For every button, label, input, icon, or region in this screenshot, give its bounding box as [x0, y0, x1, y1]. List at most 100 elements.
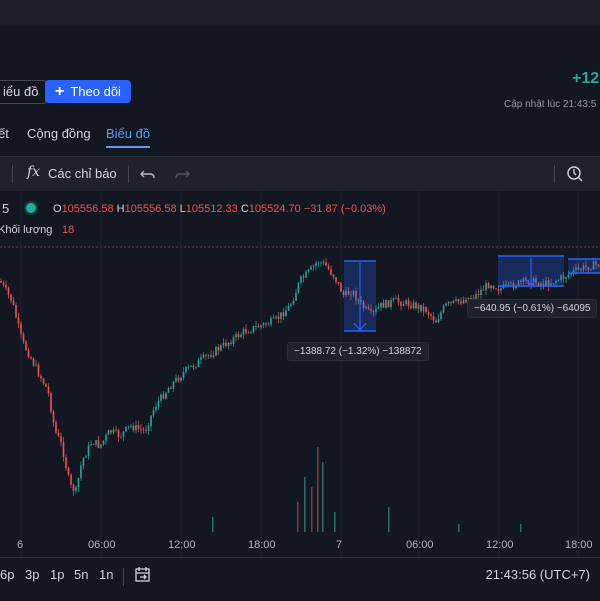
candle-body — [260, 325, 262, 328]
candle-body — [52, 411, 55, 423]
candle-body — [12, 300, 15, 305]
toolbar-divider — [12, 165, 13, 183]
candle-body — [142, 429, 145, 431]
candle-body — [535, 278, 537, 283]
candle-body — [32, 358, 35, 366]
candle-body — [285, 310, 287, 317]
candle-body — [317, 262, 320, 264]
candle-body — [15, 304, 17, 318]
volume-bar — [334, 512, 336, 532]
price-chart[interactable] — [0, 191, 600, 557]
candle-body — [195, 366, 197, 368]
candle-body — [235, 333, 237, 338]
candle-body — [237, 333, 240, 338]
alert-icon[interactable] — [566, 165, 584, 183]
x-axis-label: 06:00 — [406, 539, 434, 551]
candle-body — [275, 316, 277, 318]
candle-body — [227, 342, 230, 346]
tab-details[interactable]: ết — [0, 126, 9, 141]
candle-body — [472, 298, 475, 300]
indicators-button[interactable]: Các chỉ báo — [48, 166, 117, 181]
timeframe-1p[interactable]: 1p — [50, 567, 65, 582]
candle-body — [387, 300, 390, 308]
candle-body — [212, 355, 215, 357]
candle-body — [372, 311, 375, 313]
candle-body — [432, 316, 435, 321]
candle-body — [150, 415, 152, 427]
visibility-dot-icon[interactable] — [26, 203, 36, 213]
timeframe-5n[interactable]: 5n — [74, 567, 89, 582]
candle-body — [242, 329, 245, 335]
candle-body — [402, 304, 405, 306]
candle-body — [500, 288, 502, 291]
timeframe-3p[interactable]: 3p — [25, 567, 40, 582]
candle-body — [330, 269, 332, 275]
candle-body — [120, 436, 122, 438]
candle-body — [80, 465, 82, 479]
candle-body — [310, 266, 312, 270]
candle-body — [92, 444, 95, 446]
x-axis-label: 7 — [336, 539, 343, 551]
candle-body — [572, 270, 575, 274]
follow-label: Theo dõi — [70, 84, 121, 99]
undo-icon[interactable] — [140, 166, 156, 182]
candle-body — [445, 303, 447, 306]
redo-icon[interactable] — [174, 166, 190, 182]
candle-body — [117, 430, 120, 438]
candle-body — [452, 300, 455, 303]
candle-body — [440, 312, 442, 320]
follow-button[interactable]: + Theo dõi — [45, 80, 131, 103]
volume-value: 18 — [62, 224, 75, 236]
candle-body — [562, 275, 565, 279]
candle-body — [395, 297, 397, 299]
candle-body — [245, 329, 247, 333]
candle-body — [262, 323, 265, 326]
volume-bar — [297, 502, 299, 532]
candle-body — [537, 282, 540, 287]
candle-body — [100, 444, 102, 448]
candle-body — [552, 283, 555, 285]
candle-body — [90, 444, 92, 446]
clock: 21:43:56 (UTC+7) — [485, 567, 590, 582]
candle-body — [410, 305, 412, 309]
tab-community[interactable]: Cộng đồng — [27, 126, 91, 141]
candle-body — [172, 381, 175, 389]
candle-body — [595, 261, 597, 265]
candle-body — [367, 306, 370, 310]
candle-body — [577, 267, 580, 270]
tab-chart[interactable]: Biểu đồ — [106, 126, 151, 141]
chart-view-button[interactable]: iểu đồ — [0, 80, 48, 104]
timeframe-6p[interactable]: 6p — [0, 567, 15, 582]
candle-body — [470, 298, 472, 299]
candle-body — [255, 326, 257, 327]
candle-body — [450, 302, 452, 303]
timeframe-1n[interactable]: 1n — [99, 567, 114, 582]
candle-body — [430, 314, 432, 317]
candle-body — [425, 307, 427, 313]
candle-body — [102, 440, 105, 445]
volume-bar — [322, 462, 324, 532]
candle-body — [390, 300, 392, 308]
fx-icon[interactable]: fx — [27, 164, 41, 180]
candle-body — [207, 355, 210, 357]
low-value: 105512.33 — [185, 203, 238, 215]
chart-area[interactable] — [0, 191, 600, 557]
candle-body — [7, 287, 10, 295]
volume-bar — [311, 487, 313, 532]
candle-body — [327, 265, 330, 270]
volume-label: Khối lượng — [0, 224, 53, 236]
candle-body — [265, 323, 267, 325]
low-label: L — [179, 203, 186, 215]
candle-body — [557, 280, 560, 281]
candle-body — [147, 426, 150, 431]
candle-body — [85, 456, 87, 458]
candle-body — [240, 334, 242, 338]
candle-body — [230, 342, 232, 345]
x-axis-label: 12:00 — [168, 539, 196, 551]
candle-body — [460, 301, 462, 304]
candle-body — [515, 286, 517, 289]
measure-tooltip-left: −1388.72 (−1.32%) −138872 — [287, 342, 429, 361]
date-range-icon[interactable] — [134, 566, 152, 584]
candle-body — [575, 267, 577, 271]
candle-body — [87, 445, 90, 457]
